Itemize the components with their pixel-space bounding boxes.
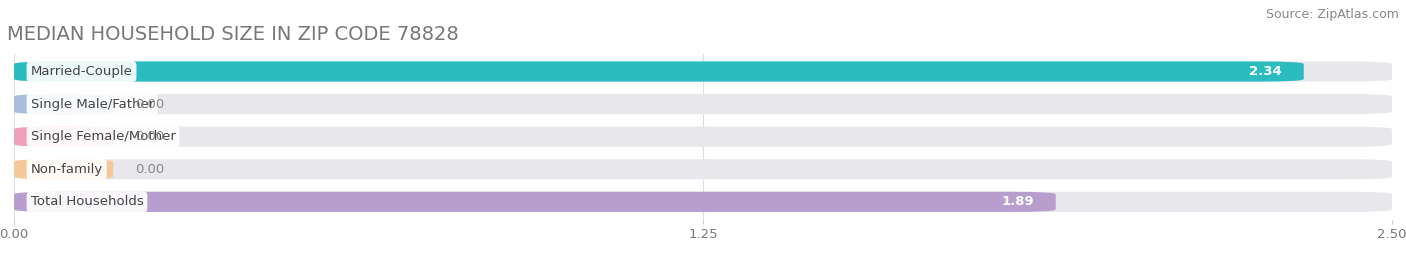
FancyBboxPatch shape xyxy=(14,126,1392,147)
Text: Total Households: Total Households xyxy=(31,195,143,208)
FancyBboxPatch shape xyxy=(14,126,114,147)
Text: Single Male/Father: Single Male/Father xyxy=(31,98,153,111)
FancyBboxPatch shape xyxy=(14,159,114,179)
Text: MEDIAN HOUSEHOLD SIZE IN ZIP CODE 78828: MEDIAN HOUSEHOLD SIZE IN ZIP CODE 78828 xyxy=(7,25,458,44)
Text: Single Female/Mother: Single Female/Mother xyxy=(31,130,176,143)
FancyBboxPatch shape xyxy=(14,61,1392,82)
FancyBboxPatch shape xyxy=(14,94,1392,114)
Text: Married-Couple: Married-Couple xyxy=(31,65,132,78)
FancyBboxPatch shape xyxy=(14,159,1392,179)
Text: Non-family: Non-family xyxy=(31,163,103,176)
Text: Source: ZipAtlas.com: Source: ZipAtlas.com xyxy=(1265,8,1399,21)
Text: 0.00: 0.00 xyxy=(135,98,165,111)
Text: 1.89: 1.89 xyxy=(1001,195,1033,208)
FancyBboxPatch shape xyxy=(14,94,114,114)
Text: 2.34: 2.34 xyxy=(1249,65,1282,78)
Text: 0.00: 0.00 xyxy=(135,130,165,143)
FancyBboxPatch shape xyxy=(14,192,1392,212)
FancyBboxPatch shape xyxy=(14,61,1303,82)
Text: 0.00: 0.00 xyxy=(135,163,165,176)
FancyBboxPatch shape xyxy=(14,192,1056,212)
